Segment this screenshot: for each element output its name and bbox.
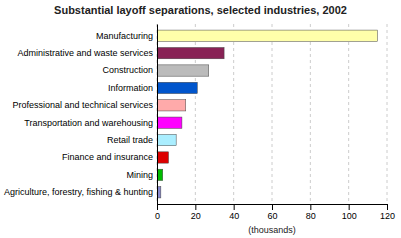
x-tick-mark <box>349 204 350 210</box>
grid-line <box>272 24 273 204</box>
y-tick: Mining <box>126 170 157 180</box>
grid-line <box>310 24 311 204</box>
y-tick-label: Professional and technical services <box>12 100 153 110</box>
y-tick: Construction <box>102 65 157 75</box>
y-tick-label: Retail trade <box>107 135 153 145</box>
x-tick-label: 40 <box>229 211 239 221</box>
y-tick: Transportation and warehousing <box>24 118 157 128</box>
bar <box>157 100 186 111</box>
x-tick-label: 120 <box>380 211 395 221</box>
x-tick: 0 <box>155 204 160 221</box>
y-axis: Agriculture, forestry, fishing & hunting… <box>4 25 157 205</box>
x-axis-line <box>158 205 388 211</box>
bar <box>157 117 182 128</box>
x-tick-label: 0 <box>155 211 160 221</box>
grid <box>157 24 387 204</box>
x-tick: 80 <box>306 204 316 221</box>
bar <box>157 152 169 163</box>
grid-line <box>157 24 158 204</box>
y-tick-label: Manufacturing <box>96 31 153 41</box>
bar <box>157 65 209 76</box>
x-tick-label: 80 <box>306 211 316 221</box>
x-tick: 100 <box>342 204 357 221</box>
y-tick-label: Information <box>108 83 153 93</box>
y-tick-label: Transportation and warehousing <box>24 118 153 128</box>
x-tick: 120 <box>380 204 395 221</box>
x-axis: 0 20 40 60 80 100 120 <box>155 204 395 221</box>
plot: 0 20 40 60 80 100 120 Agriculture, forestry, fi… <box>4 24 395 221</box>
x-tick-mark <box>310 204 311 210</box>
bar <box>157 30 377 41</box>
x-tick-mark <box>272 204 273 210</box>
x-tick-mark <box>234 204 235 210</box>
bar <box>157 82 197 93</box>
x-tick-label: 60 <box>267 211 277 221</box>
chart: Substantial layoff separations, selected… <box>0 0 401 238</box>
x-tick-label: 100 <box>342 211 357 221</box>
x-tick-mark <box>195 204 196 210</box>
y-tick: Retail trade <box>107 135 157 145</box>
x-tick-mark <box>157 204 158 210</box>
y-axis-line <box>157 25 158 205</box>
y-tick: Finance and insurance <box>62 152 157 162</box>
bar <box>157 134 176 145</box>
y-tick-label: Finance and insurance <box>62 152 153 162</box>
x-axis-title: (thousands) <box>248 225 296 235</box>
y-tick-label: Construction <box>102 65 153 75</box>
grid-line <box>233 24 234 204</box>
y-tick-label: Agriculture, forestry, fishing & hunting <box>4 187 153 197</box>
bars <box>157 30 377 198</box>
grid-line <box>348 24 349 204</box>
y-tick-label: Mining <box>126 170 153 180</box>
y-tick: Information <box>108 83 157 93</box>
y-tick: Agriculture, forestry, fishing & hunting <box>4 187 157 197</box>
x-tick-label: 20 <box>191 211 201 221</box>
y-tick: Manufacturing <box>96 31 157 41</box>
x-tick: 40 <box>229 204 239 221</box>
title: Substantial layoff separations, selected… <box>54 4 347 16</box>
y-tick: Professional and technical services <box>12 100 157 110</box>
bar <box>157 47 224 58</box>
y-tick: Administrative and waste services <box>17 48 157 58</box>
y-tick-label: Administrative and waste services <box>17 48 153 58</box>
x-tick: 20 <box>191 204 201 221</box>
grid-line <box>387 24 388 204</box>
x-tick-mark <box>387 204 388 210</box>
x-tick: 60 <box>267 204 277 221</box>
